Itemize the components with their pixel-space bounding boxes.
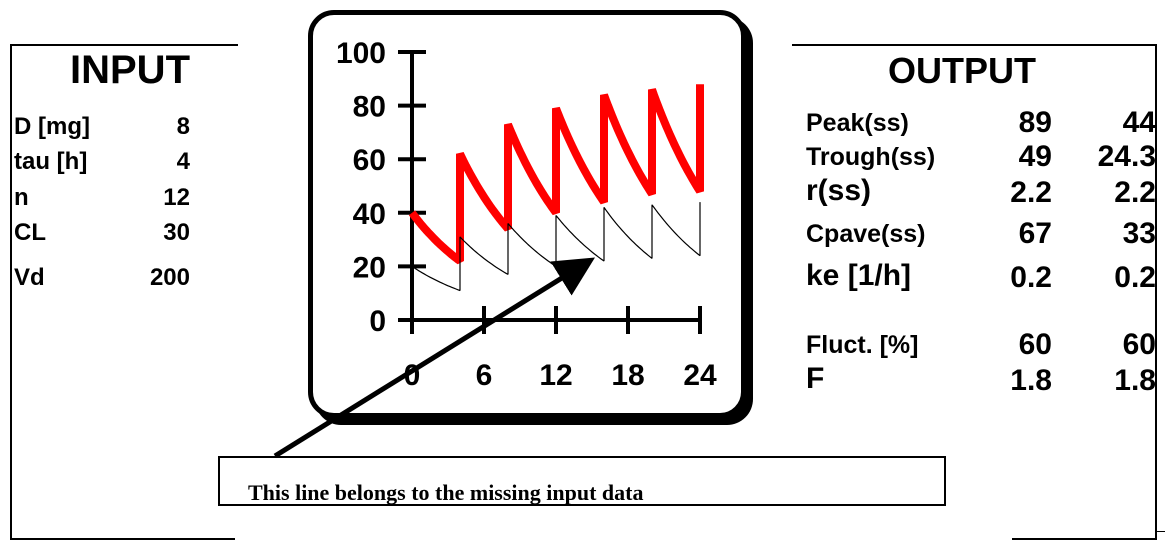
output-row-cpave: Cpave(ss) 67 33 xyxy=(806,213,1156,253)
input-row-n: n 12 xyxy=(14,184,190,218)
output-value-black: 33 xyxy=(1122,217,1156,250)
output-value-black: 60 xyxy=(1122,328,1156,361)
output-value-red: 0.2 xyxy=(1010,261,1052,294)
input-row-tau: tau [h] 4 xyxy=(14,148,190,182)
output-panel-top-border xyxy=(792,44,1156,46)
x-tick-label: 6 xyxy=(476,359,493,392)
input-title: INPUT xyxy=(70,48,190,92)
input-row-dose: D [mg] 8 xyxy=(14,113,190,147)
input-label: tau [h] xyxy=(14,148,88,175)
output-row-f: F 1.8 1.8 xyxy=(806,360,1156,400)
input-panel-top-border xyxy=(10,44,238,46)
output-value-black: 1.8 xyxy=(1114,364,1156,397)
output-value-red: 2.2 xyxy=(1010,176,1052,209)
output-row-peak: Peak(ss) 89 44 xyxy=(806,102,1156,142)
output-value-red: 89 xyxy=(1018,106,1052,139)
output-panel-right-border xyxy=(1155,44,1157,540)
input-value: 12 xyxy=(163,184,190,211)
output-row-trough: Trough(ss) 49 24.3 xyxy=(806,136,1156,176)
y-tick-label: 100 xyxy=(336,37,386,70)
bottom-left-border xyxy=(10,538,235,540)
annotation-arrow xyxy=(273,257,595,459)
y-tick-label: 20 xyxy=(353,251,386,284)
output-label: Trough(ss) xyxy=(806,143,936,171)
output-label: ke [1/h] xyxy=(806,259,912,292)
input-label: Vd xyxy=(14,264,45,291)
output-label: r(ss) xyxy=(806,174,872,207)
annotation-box: This line belongs to the missing input d… xyxy=(218,456,946,506)
input-value: 200 xyxy=(149,264,190,291)
input-value: 4 xyxy=(176,148,190,175)
input-panel-left-border xyxy=(10,44,12,540)
output-value-black: 24.3 xyxy=(1097,140,1156,173)
output-value-black: 0.2 xyxy=(1114,261,1156,294)
output-value-red: 1.8 xyxy=(1010,364,1052,397)
input-value: 8 xyxy=(176,113,190,140)
y-tick-label: 40 xyxy=(353,198,386,231)
chart-frame xyxy=(308,10,746,418)
output-row-r: r(ss) 2.2 2.2 xyxy=(806,172,1156,212)
y-tick-label: 80 xyxy=(353,91,386,124)
output-row-ke: ke [1/h] 0.2 0.2 xyxy=(806,257,1156,297)
input-label: n xyxy=(14,184,29,211)
x-tick-label: 18 xyxy=(611,359,644,392)
output-row-fluct: Fluct. [%] 60 60 xyxy=(806,324,1156,364)
y-tick-label: 0 xyxy=(369,305,386,338)
x-tick-label: 24 xyxy=(683,359,717,392)
output-value-red: 67 xyxy=(1018,217,1052,250)
series-line-red xyxy=(408,84,704,265)
output-label: F xyxy=(806,362,825,395)
output-value-black: 2.2 xyxy=(1114,176,1156,209)
bottom-right-border xyxy=(1012,538,1157,540)
output-value-red: 49 xyxy=(1018,140,1052,173)
annotation-text: This line belongs to the missing input d… xyxy=(248,480,644,505)
input-row-cl: CL 30 xyxy=(14,219,190,253)
resize-handle-tick xyxy=(1157,531,1165,532)
output-label: Cpave(ss) xyxy=(806,220,926,248)
output-label: Fluct. [%] xyxy=(806,331,919,359)
output-value-red: 60 xyxy=(1018,328,1052,361)
input-value: 30 xyxy=(163,219,190,246)
y-tick-label: 60 xyxy=(353,144,386,177)
x-tick-label: 12 xyxy=(539,359,572,392)
input-label: D [mg] xyxy=(14,113,90,140)
output-value-black: 44 xyxy=(1122,106,1156,139)
input-label: CL xyxy=(14,219,46,246)
input-row-vd: Vd 200 xyxy=(14,264,190,298)
output-title: OUTPUT xyxy=(888,50,1036,91)
output-label: Peak(ss) xyxy=(806,109,909,137)
series-line-black xyxy=(411,202,701,292)
